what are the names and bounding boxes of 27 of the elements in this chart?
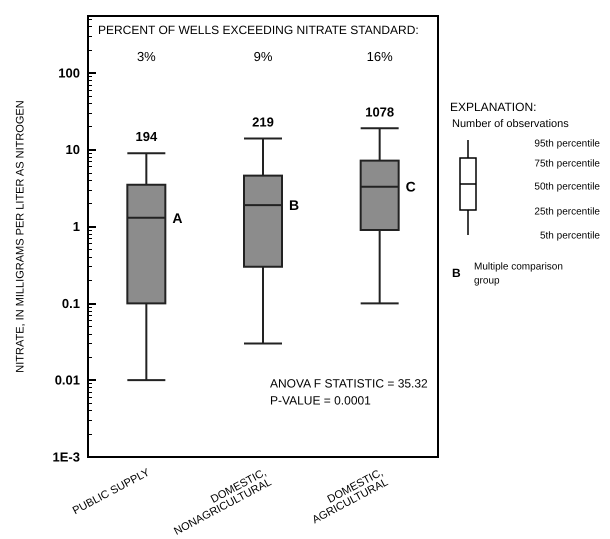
y-tick-label: 1E-3 [52, 450, 80, 464]
annotation: 16% [366, 49, 394, 64]
text: B [452, 266, 461, 280]
y-axis-title: NITRATE, IN MILLIGRAMS PER LITER AS NITROGEN [14, 100, 26, 373]
y-tick-label: 0.1 [62, 296, 80, 311]
text: EXPLANATION: [450, 100, 536, 114]
annotation: 9% [254, 49, 273, 64]
text: 75th percentile [534, 158, 600, 170]
annotation: B [289, 197, 300, 214]
text: Multiple comparison group [474, 262, 563, 286]
annotation: 1078 [365, 104, 394, 120]
annotation: 219 [252, 114, 274, 130]
annotation: 3% [136, 49, 156, 64]
annotation: ANOVA F STATISTIC = 35.32 P-VALUE = 0.0001 [270, 376, 428, 408]
y-tick-label: 0.01 [54, 372, 80, 388]
annotation: 194 [135, 129, 158, 144]
text: 50th percentile [534, 182, 600, 192]
text: 95th percentile [534, 138, 600, 150]
y-tick-label: 1 [72, 219, 80, 234]
text: 5th percentile [540, 230, 600, 242]
y-tick-label: 100 [58, 65, 80, 80]
annotation: A [172, 210, 182, 226]
annotation: C [406, 178, 416, 195]
text: Number of observations [452, 118, 570, 130]
y-tick-label: 10 [66, 142, 80, 158]
annotation: PERCENT OF WELLS EXCEEDING NITRATE STANDARD: [98, 23, 419, 37]
text: 25th percentile [534, 206, 600, 218]
